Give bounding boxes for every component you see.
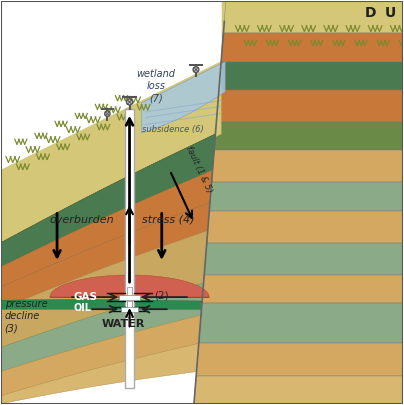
- Polygon shape: [219, 62, 403, 90]
- Polygon shape: [207, 211, 403, 243]
- Polygon shape: [1, 134, 215, 267]
- Polygon shape: [217, 90, 403, 122]
- Polygon shape: [1, 283, 204, 372]
- Polygon shape: [1, 134, 215, 243]
- Polygon shape: [125, 109, 134, 388]
- Polygon shape: [1, 231, 208, 347]
- Polygon shape: [1, 299, 202, 309]
- Polygon shape: [122, 307, 138, 311]
- Circle shape: [193, 67, 199, 72]
- Polygon shape: [222, 1, 403, 49]
- Text: wetland
loss
(7): wetland loss (7): [136, 69, 175, 104]
- Polygon shape: [1, 343, 199, 404]
- Polygon shape: [1, 315, 201, 396]
- Text: D: D: [365, 6, 377, 20]
- Text: overburden: overburden: [49, 215, 114, 225]
- Text: OIL: OIL: [73, 303, 91, 313]
- Text: subsidence (6): subsidence (6): [142, 125, 203, 134]
- Polygon shape: [199, 303, 403, 343]
- Text: (2): (2): [154, 290, 168, 300]
- Text: GAS: GAS: [73, 292, 97, 302]
- Text: U: U: [385, 6, 396, 20]
- Polygon shape: [209, 182, 403, 211]
- Polygon shape: [127, 287, 132, 307]
- Text: pressure
decline
(3): pressure decline (3): [5, 298, 47, 333]
- Polygon shape: [142, 62, 225, 133]
- Polygon shape: [1, 202, 210, 309]
- Polygon shape: [202, 275, 403, 303]
- Circle shape: [105, 111, 110, 116]
- Polygon shape: [120, 295, 140, 300]
- Polygon shape: [222, 1, 403, 49]
- Polygon shape: [194, 375, 403, 404]
- Polygon shape: [212, 150, 403, 182]
- Text: stress (4): stress (4): [142, 215, 194, 225]
- Polygon shape: [204, 243, 403, 275]
- Polygon shape: [1, 170, 213, 287]
- Circle shape: [126, 99, 133, 105]
- Text: fault (1 & 5): fault (1 & 5): [184, 145, 213, 194]
- Polygon shape: [221, 33, 403, 62]
- Polygon shape: [214, 122, 403, 150]
- Polygon shape: [1, 62, 221, 243]
- Polygon shape: [196, 343, 403, 375]
- Text: WATER: WATER: [101, 319, 145, 329]
- Polygon shape: [127, 301, 132, 317]
- Polygon shape: [223, 1, 403, 33]
- Polygon shape: [50, 275, 209, 297]
